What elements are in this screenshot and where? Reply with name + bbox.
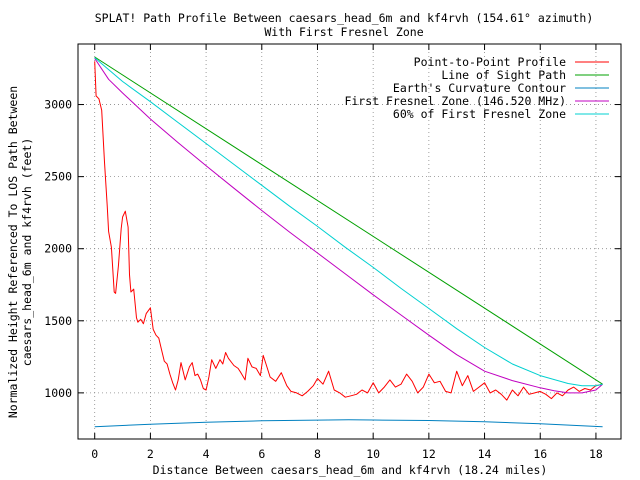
series-line-first-fresnel-zone-146-520-mhz (94, 58, 603, 394)
y-axis-label-line1: Normalized Height Referenced To LOS Path… (6, 86, 20, 418)
x-axis-ticks: 0 2 4 6 8 10 12 14 16 18 (91, 44, 603, 461)
x-axis-label: Distance Between caesars_head_6m and kf4… (153, 463, 548, 477)
series-lines (94, 56, 603, 428)
x-tick-label: 2 (147, 447, 154, 461)
x-tick-label: 0 (91, 447, 98, 461)
x-tick-label: 16 (533, 447, 547, 461)
plot-frame (77, 43, 622, 440)
grid-lines (78, 44, 621, 439)
x-tick-label: 4 (203, 447, 210, 461)
legend-label-point-to-point-profile: Point-to-Point Profile (414, 55, 566, 69)
y-tick-label: 1500 (44, 314, 72, 328)
y-tick-label: 1000 (44, 386, 72, 400)
series-line-point-to-point-profile (94, 61, 603, 401)
y-tick-label: 2000 (44, 242, 72, 256)
series-line-60-of-first-fresnel-zone (94, 57, 603, 387)
chart-subtitle: With First Fresnel Zone (264, 25, 423, 39)
chart-title: SPLAT! Path Profile Between caesars_head… (95, 11, 594, 25)
y-tick-label: 2500 (44, 170, 72, 184)
y-axis-ticks: 1000 1500 2000 2500 3000 (44, 98, 621, 400)
legend-label-first-fresnel-zone-146-520-mhz: First Fresnel Zone (146.520 MHz) (344, 94, 566, 108)
x-tick-label: 10 (366, 447, 380, 461)
legend-label-earth-s-curvature-contour: Earth's Curvature Contour (393, 81, 566, 95)
series-line-earth-s-curvature-contour (94, 419, 603, 428)
x-tick-label: 12 (422, 447, 436, 461)
series-line-line-of-sight-path (94, 56, 603, 385)
x-tick-label: 18 (589, 447, 603, 461)
x-tick-label: 6 (258, 447, 265, 461)
x-tick-label: 8 (314, 447, 321, 461)
x-tick-label: 14 (478, 447, 492, 461)
legend-label-line-of-sight-path: Line of Sight Path (441, 68, 566, 82)
legend-label-60-of-first-fresnel-zone: 60% of First Fresnel Zone (393, 107, 566, 121)
y-tick-label: 3000 (44, 98, 72, 112)
y-axis-label-line2: caesars_head_6m and kf4rvh (feet) (20, 138, 34, 366)
